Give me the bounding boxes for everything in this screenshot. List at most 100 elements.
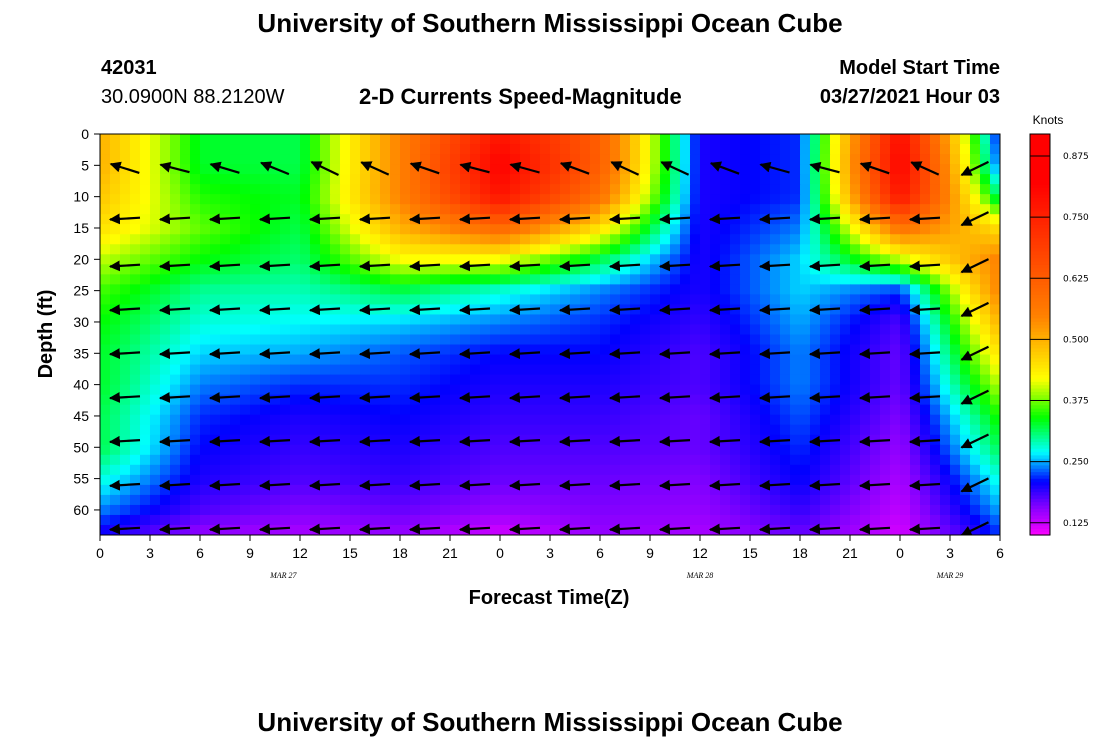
heatmap-cell	[190, 174, 201, 185]
heatmap-cell	[230, 224, 241, 235]
heatmap-cell	[970, 254, 981, 265]
heatmap-cell	[830, 484, 841, 496]
heatmap-cell	[290, 354, 301, 366]
heatmap-cell	[930, 504, 941, 516]
heatmap-cell	[970, 234, 981, 245]
heatmap-cell	[620, 314, 631, 326]
heatmap-cell	[600, 184, 611, 195]
heatmap-cell	[300, 254, 311, 265]
heatmap-cell	[440, 474, 451, 486]
heatmap-cell	[450, 174, 461, 185]
heatmap-cell	[710, 354, 721, 366]
heatmap-cell	[520, 344, 531, 356]
heatmap-cell	[690, 144, 701, 155]
heatmap-cell	[390, 364, 401, 376]
heatmap-cell	[870, 234, 881, 245]
heatmap-cell	[110, 134, 121, 145]
heatmap-cell	[880, 424, 891, 436]
heatmap-cell	[840, 134, 851, 145]
heatmap-cell	[650, 324, 661, 336]
heatmap-cell	[240, 364, 251, 376]
heatmap-cell	[720, 454, 731, 466]
heatmap-cell	[430, 134, 441, 145]
heatmap-cell	[100, 514, 111, 526]
heatmap-cell	[380, 244, 391, 255]
heatmap-cell	[390, 274, 401, 285]
heatmap-cell	[130, 414, 141, 426]
heatmap-cell	[480, 244, 491, 255]
heatmap-cell	[100, 394, 111, 406]
heatmap-cell	[440, 314, 451, 326]
heatmap-cell	[800, 164, 811, 175]
heatmap-cell	[380, 344, 391, 356]
heatmap-cell	[670, 184, 681, 195]
heatmap-cell	[450, 324, 461, 336]
heatmap-cell	[330, 164, 341, 175]
heatmap-cell	[700, 204, 711, 215]
heatmap-cell	[980, 154, 991, 165]
heatmap-cell	[770, 224, 781, 235]
heatmap-cell	[400, 504, 411, 516]
heatmap-cell	[840, 414, 851, 426]
heatmap-cell	[280, 324, 291, 336]
heatmap-cell	[220, 274, 231, 285]
heatmap-cell	[670, 414, 681, 426]
heatmap-cell	[350, 374, 361, 386]
heatmap-cell	[610, 174, 621, 185]
heatmap-cell	[300, 244, 311, 255]
heatmap-cell	[790, 354, 801, 366]
heatmap-cell	[630, 134, 641, 145]
heatmap-cell	[930, 244, 941, 255]
colorbar-segment	[1030, 287, 1050, 292]
heatmap-cell	[160, 254, 171, 265]
heatmap-cell	[900, 444, 911, 456]
heatmap-cell	[680, 474, 691, 486]
heatmap-cell	[330, 424, 341, 436]
heatmap-cell	[180, 344, 191, 356]
heatmap-cell	[390, 154, 401, 165]
heatmap-cell	[200, 284, 211, 296]
heatmap-cell	[340, 504, 351, 516]
heatmap-cell	[830, 314, 841, 326]
heatmap-cell	[960, 344, 971, 356]
heatmap-cell	[150, 414, 161, 426]
colorbar-segment	[1030, 164, 1050, 169]
y-tick-label: 45	[73, 408, 89, 424]
heatmap-cell	[440, 364, 451, 376]
heatmap-cell	[370, 364, 381, 376]
heatmap-cell	[770, 264, 781, 275]
heatmap-cell	[760, 354, 771, 366]
heatmap-cell	[990, 284, 1000, 296]
heatmap-cell	[550, 474, 561, 486]
heatmap-cell	[510, 494, 521, 506]
heatmap-cell	[120, 374, 131, 386]
heatmap-cell	[230, 204, 241, 215]
heatmap-cell	[850, 214, 861, 225]
heatmap-cell	[500, 234, 511, 245]
heatmap-cell	[550, 204, 561, 215]
heatmap-cell	[860, 294, 871, 306]
heatmap-cell	[810, 434, 821, 446]
heatmap-cell	[180, 484, 191, 496]
current-vector-arrow	[258, 304, 291, 316]
heatmap-cell	[240, 444, 251, 456]
heatmap-cell	[470, 504, 481, 516]
heatmap-cell	[300, 494, 311, 506]
heatmap-cell	[820, 234, 831, 245]
heatmap-cell	[940, 464, 951, 476]
heatmap-cell	[660, 354, 671, 366]
heatmap-cell	[250, 404, 261, 416]
heatmap-cell	[520, 424, 531, 436]
heatmap-cell	[630, 504, 641, 516]
heatmap-cell	[150, 394, 161, 406]
heatmap-cell	[550, 404, 561, 416]
heatmap-cell	[380, 254, 391, 265]
heatmap-cell	[130, 504, 141, 516]
heatmap-cell	[390, 354, 401, 366]
current-vector-arrow	[258, 435, 291, 447]
heatmap-cell	[860, 514, 871, 526]
current-vector-arrow	[258, 348, 291, 360]
heatmap-cell	[570, 454, 581, 466]
heatmap-cell	[340, 154, 351, 165]
